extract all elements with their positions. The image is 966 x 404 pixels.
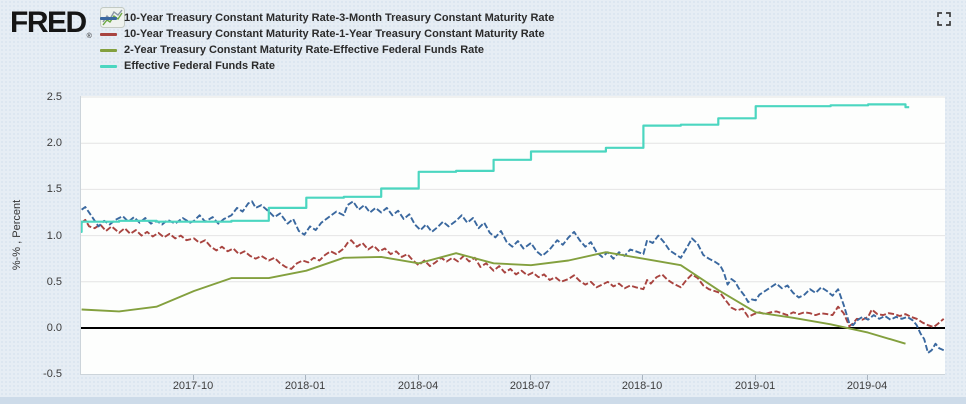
y-tick-label: 0.0: [46, 322, 62, 334]
legend-item-2[interactable]: 2-Year Treasury Constant Maturity Rate-E…: [100, 42, 554, 58]
x-tick-mark: [193, 375, 194, 380]
x-tick-mark: [418, 375, 419, 380]
y-tick-label: 2.0: [46, 137, 62, 150]
legend-swatch: [100, 32, 117, 36]
x-tick-label: 2017-10: [172, 380, 214, 392]
legend-swatch: [100, 48, 117, 52]
y-axis-label: %-% , Percent: [11, 199, 23, 271]
series-line-3: [81, 103, 910, 233]
series-line-0: [81, 200, 945, 354]
registered-trademark: ®: [86, 33, 92, 40]
x-tick-mark: [867, 375, 868, 380]
chart-canvas: [81, 96, 945, 354]
x-tick-label: 2019-01: [734, 380, 776, 392]
x-tick-mark: [642, 375, 643, 380]
x-tick-mark: [755, 375, 756, 380]
x-tick-label: 2018-07: [509, 380, 551, 392]
legend-label: 10-Year Treasury Constant Maturity Rate-…: [124, 12, 555, 24]
legend: 10-Year Treasury Constant Maturity Rate-…: [100, 10, 554, 74]
plot-area[interactable]: [80, 96, 945, 375]
legend-item-1[interactable]: 10-Year Treasury Constant Maturity Rate-…: [100, 26, 554, 42]
legend-item-0[interactable]: 10-Year Treasury Constant Maturity Rate-…: [100, 10, 554, 26]
fullscreen-expand-icon: [937, 12, 951, 26]
x-tick-label: 2019-04: [846, 380, 888, 392]
legend-label: 10-Year Treasury Constant Maturity Rate-…: [124, 28, 545, 40]
legend-label: 2-Year Treasury Constant Maturity Rate-E…: [124, 44, 485, 56]
legend-label: Effective Federal Funds Rate: [124, 60, 275, 72]
x-tick-mark: [530, 375, 531, 380]
bottom-strip: [0, 397, 966, 404]
y-tick-label: 1.0: [46, 229, 62, 242]
x-tick-label: 2018-10: [621, 380, 663, 392]
y-tick-label: 2.5: [46, 91, 62, 103]
fred-logo-text: FRED: [10, 6, 87, 39]
legend-swatch: [100, 64, 117, 68]
y-tick-label: 1.5: [46, 183, 62, 196]
x-tick-label: 2018-04: [397, 380, 439, 392]
series-line-2: [81, 251, 906, 345]
fullscreen-button[interactable]: [936, 11, 952, 27]
series-line-1: [81, 218, 945, 329]
y-tick-label: 0.5: [46, 275, 62, 288]
y-tick-label: -0.5: [43, 368, 62, 381]
x-tick-mark: [305, 375, 306, 380]
x-tick-label: 2018-01: [284, 380, 326, 392]
legend-swatch: [100, 16, 117, 20]
legend-item-3[interactable]: Effective Federal Funds Rate: [100, 58, 554, 74]
